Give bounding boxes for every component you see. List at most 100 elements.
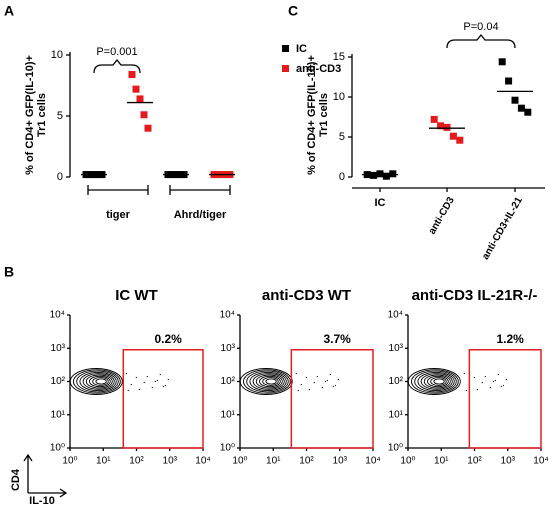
contour <box>239 368 293 395</box>
y-axis-label: CD4 <box>10 468 22 491</box>
event-dot <box>125 372 127 375</box>
dot-marker <box>128 71 136 79</box>
contour <box>427 375 449 388</box>
event-dot <box>465 389 467 392</box>
event-dot <box>500 385 502 388</box>
dot-marker <box>437 122 445 130</box>
group-label: Ahrd/tiger <box>174 209 227 221</box>
x-tick-label: 10¹ <box>434 456 449 467</box>
panel-letter: C <box>288 3 298 19</box>
contour <box>246 370 289 393</box>
contour <box>249 371 287 392</box>
y-tick-label: 10¹ <box>221 409 236 420</box>
dot-marker <box>449 132 457 140</box>
group-bar <box>87 185 149 195</box>
x-tick-label: 10² <box>467 456 482 467</box>
gate-label: 1.2% <box>496 332 524 346</box>
contour <box>423 374 451 389</box>
gate-label: 3.7% <box>323 332 351 346</box>
y-tick-label: 5 <box>57 110 63 122</box>
event-dot <box>326 379 328 382</box>
y-tick-label: 10² <box>51 376 66 387</box>
x-tick-label: 10³ <box>501 456 516 467</box>
dot-marker <box>505 77 513 85</box>
event-dot <box>473 376 475 379</box>
legend-label: anti-CD3 <box>296 63 341 75</box>
event-dot <box>159 373 161 376</box>
x-axis-label: IL-10 <box>29 495 55 507</box>
event-dot <box>130 383 132 386</box>
group-label: tiger <box>106 209 131 221</box>
event-dot <box>154 380 156 383</box>
y-axis-label: % of CD4+ GFP(IL-10)+ <box>306 55 318 175</box>
contour <box>73 369 121 394</box>
x-tick-label: 10² <box>299 456 314 467</box>
contour <box>265 378 277 385</box>
y-tick-label: 10¹ <box>51 409 66 420</box>
plot-title: anti-CD3 IL-21R-/- <box>412 287 538 304</box>
axis-arrows <box>23 453 68 498</box>
x-tick-label: 10³ <box>163 456 178 467</box>
dot-marker <box>511 96 519 104</box>
event-dot <box>502 384 504 387</box>
gate <box>290 349 374 449</box>
y-tick-label: 10⁰ <box>388 443 403 454</box>
event-dot <box>321 386 323 389</box>
event-dot <box>146 375 148 378</box>
event-dot <box>324 380 326 383</box>
p-bracket <box>446 33 516 49</box>
dot-marker <box>443 123 451 131</box>
dot-marker <box>144 124 152 132</box>
plot-title: anti-CD3 WT <box>262 287 351 304</box>
contour <box>95 378 107 385</box>
event-dot <box>297 389 299 392</box>
y-tick-label: 10² <box>221 376 236 387</box>
dot-marker <box>456 136 464 144</box>
event-dot <box>143 381 145 384</box>
event-dot <box>505 378 507 381</box>
event-dot <box>305 376 307 379</box>
contour <box>255 374 283 389</box>
p-value: P=0.04 <box>463 21 498 33</box>
y-tick-label: 0 <box>57 171 63 183</box>
dot-marker <box>430 115 438 123</box>
y-axis-label: Tr1 cells <box>36 93 48 137</box>
event-dot <box>162 385 164 388</box>
event-dot <box>329 373 331 376</box>
gate <box>468 349 542 449</box>
event-dot <box>135 376 137 379</box>
y-tick-label: 10⁴ <box>220 310 235 321</box>
panel-letter: A <box>4 3 14 19</box>
event-dot <box>489 386 491 389</box>
event-dot <box>308 388 310 391</box>
x-tick-label: IC <box>375 197 386 209</box>
plot-title: IC WT <box>115 287 158 304</box>
legend-swatch <box>282 45 289 52</box>
dot-marker <box>376 170 384 178</box>
x-tick-label: 10⁰ <box>400 456 415 467</box>
x-tick-label: 10⁴ <box>195 456 210 467</box>
dot-marker <box>382 172 390 180</box>
contour <box>430 377 447 386</box>
contour <box>407 368 461 395</box>
x-tick-label: 10¹ <box>266 456 281 467</box>
x-tick-label: 10⁴ <box>365 456 380 467</box>
legend-label: IC <box>296 43 307 55</box>
contour <box>433 378 445 385</box>
x-tick-label: 10⁰ <box>62 456 77 467</box>
contour <box>89 375 111 388</box>
plot-axes <box>239 315 373 449</box>
gate-label: 0.2% <box>154 332 182 346</box>
y-axis-label: Tr1 cells <box>318 93 330 137</box>
dot-marker <box>136 95 144 103</box>
event-dot <box>316 375 318 378</box>
contour <box>243 369 291 394</box>
event-dot <box>463 372 465 375</box>
event-dot <box>494 379 496 382</box>
y-tick-label: 10⁰ <box>220 443 235 454</box>
legend-swatch <box>282 65 289 72</box>
event-dot <box>156 379 158 382</box>
gate <box>122 349 204 449</box>
y-tick-label: 10⁰ <box>50 443 65 454</box>
contour <box>76 370 119 393</box>
